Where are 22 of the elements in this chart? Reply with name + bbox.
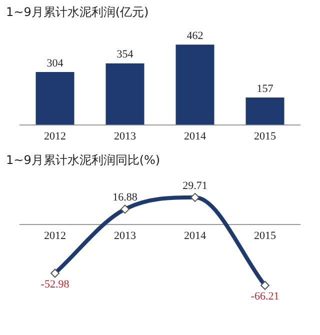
x-tick-label: 2013 <box>114 230 136 242</box>
bar <box>106 63 144 125</box>
chart-title: 1~9月累计水泥利润同比(%) <box>5 152 162 168</box>
bar <box>176 44 214 125</box>
data-label: -66.21 <box>250 290 280 303</box>
data-label: 304 <box>46 57 64 70</box>
bar <box>246 98 284 125</box>
x-tick-label: 2014 <box>184 230 206 242</box>
data-label: 16.88 <box>112 192 138 204</box>
data-label: 29.71 <box>182 180 208 192</box>
x-tick-label: 2012 <box>44 130 66 142</box>
x-tick-label: 2014 <box>184 130 206 142</box>
data-label: 354 <box>116 48 134 61</box>
chart-title: 1~9月累计水泥利润(亿元) <box>5 4 150 20</box>
x-tick-label: 2015 <box>254 130 276 142</box>
x-tick-label: 2015 <box>254 230 276 242</box>
x-tick-label: 2013 <box>114 130 136 142</box>
x-tick-label: 2012 <box>44 230 66 242</box>
data-label: 157 <box>256 82 274 95</box>
bar <box>36 72 74 125</box>
data-label: -52.98 <box>40 278 70 291</box>
data-label: 462 <box>186 30 204 42</box>
